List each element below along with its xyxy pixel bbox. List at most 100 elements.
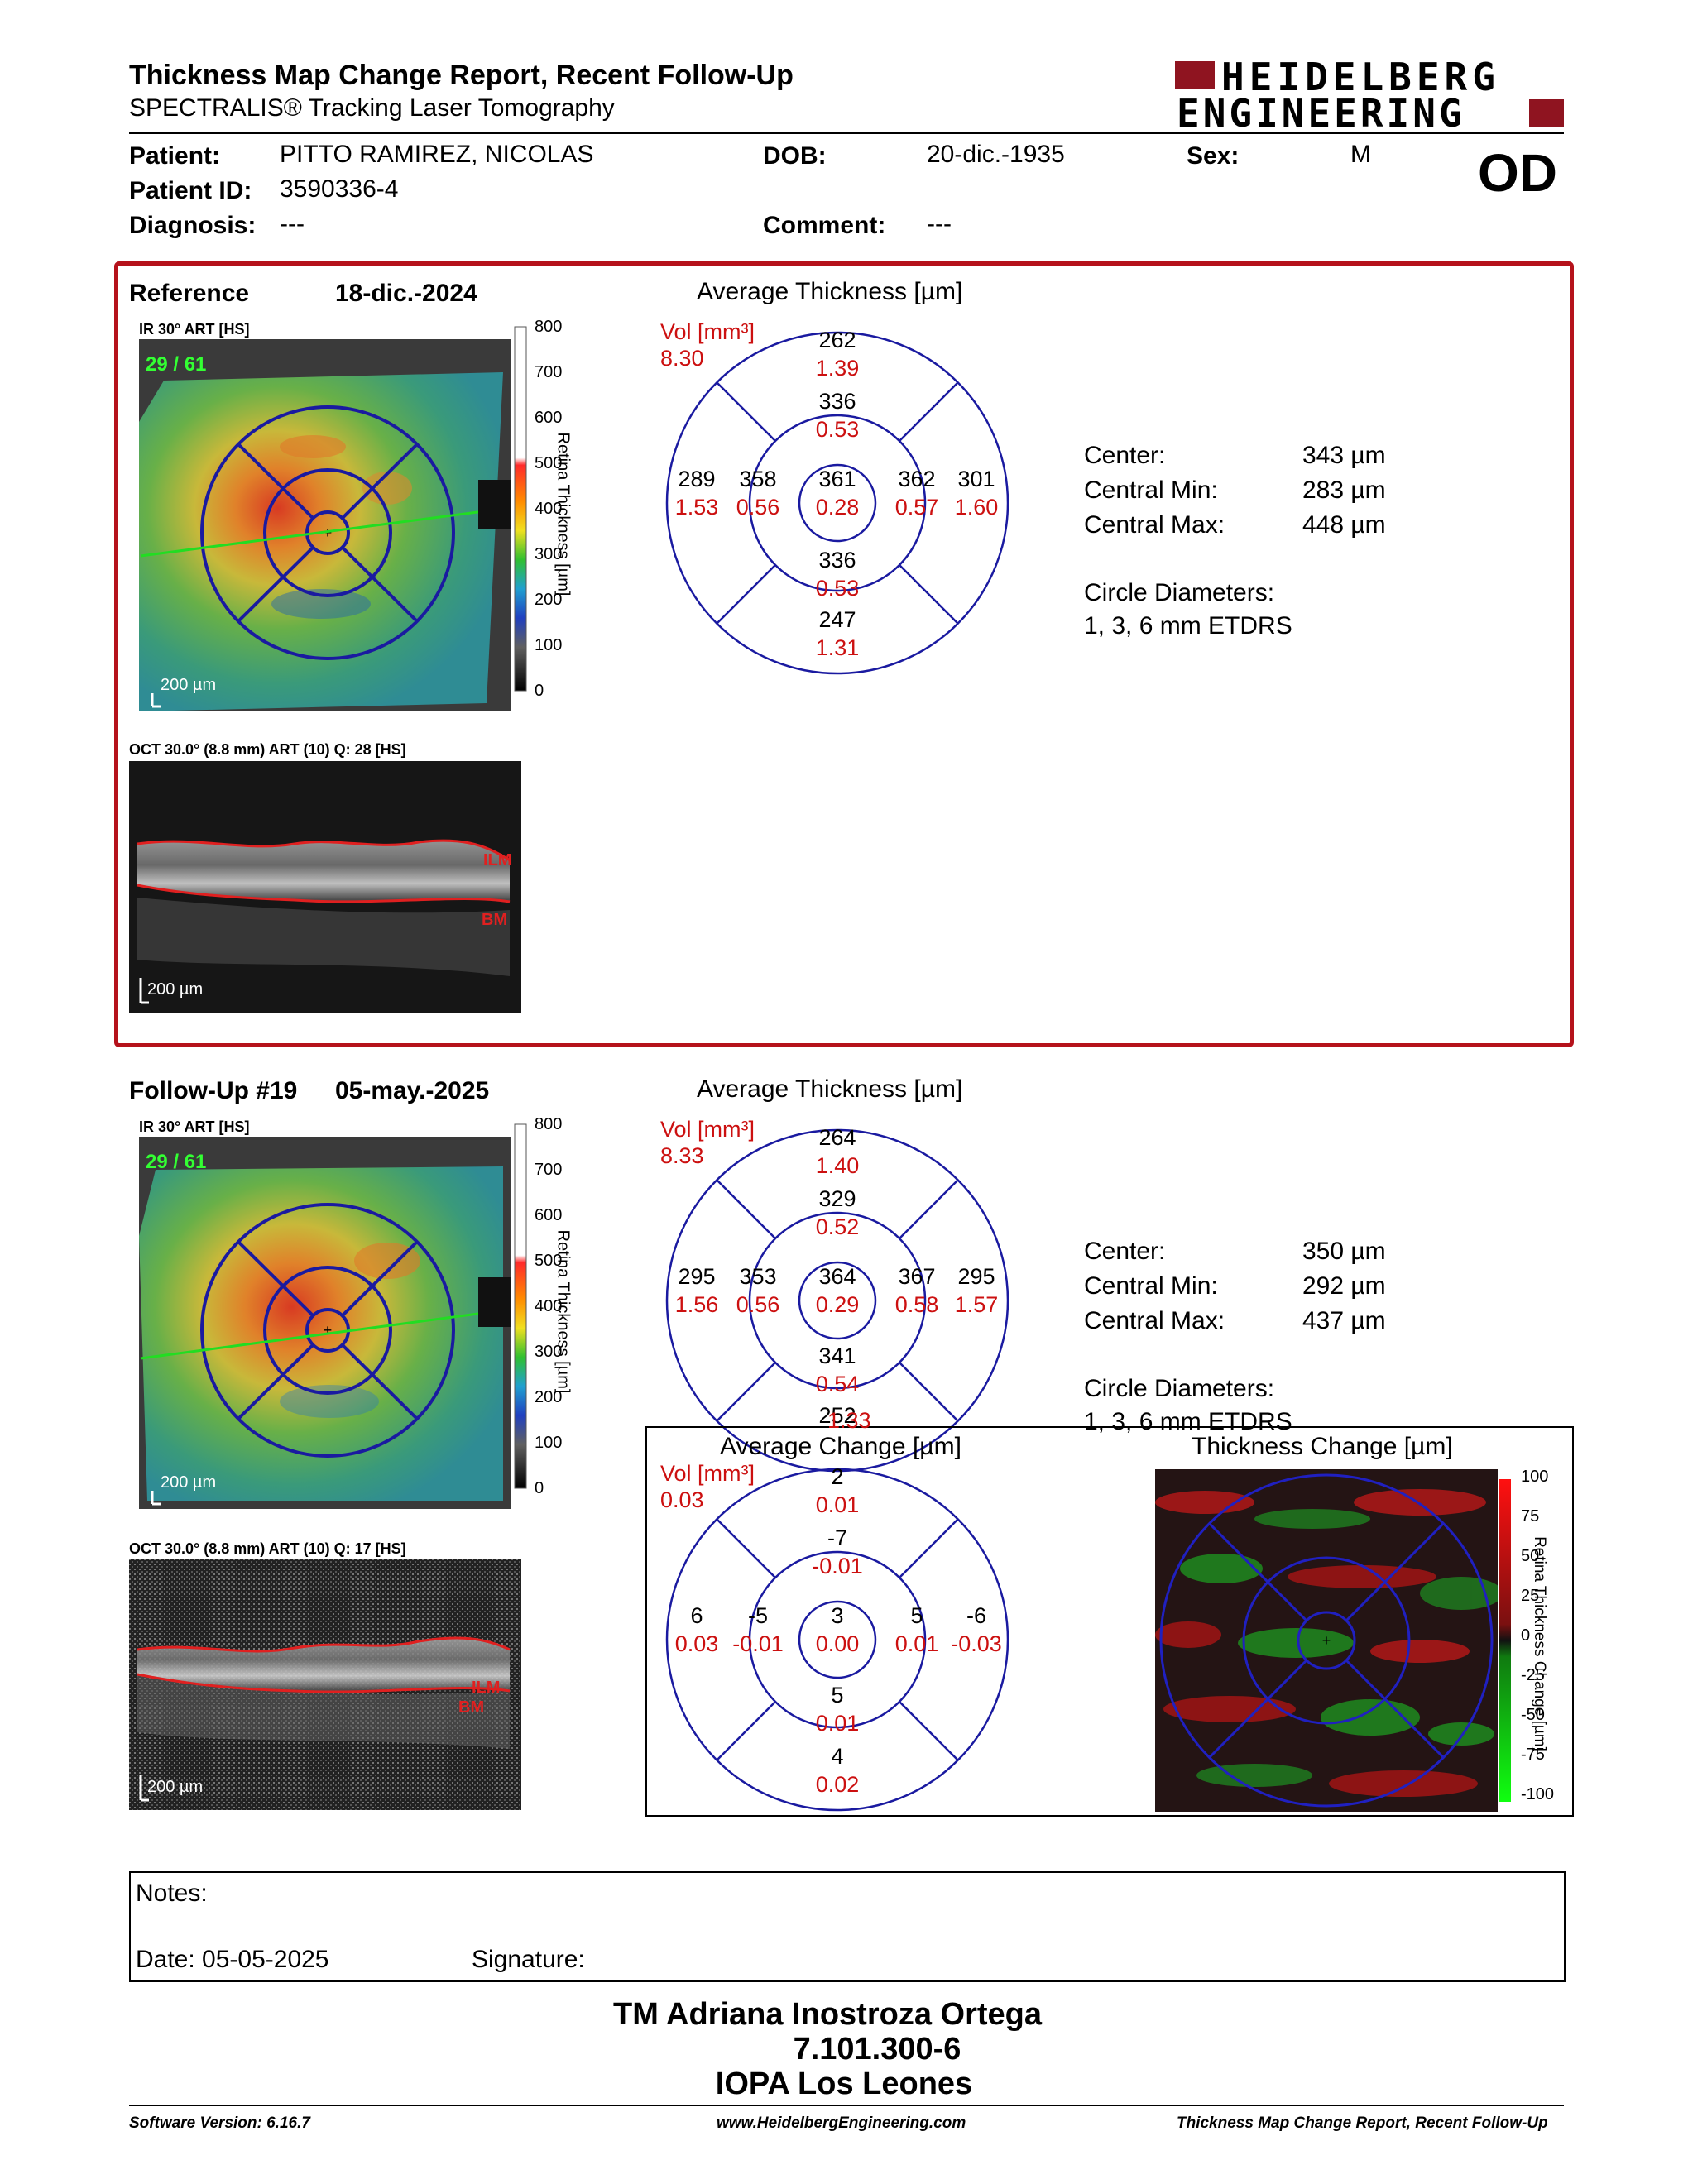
- fu-thickness-map-svg: + 29 / 61 200 µm: [139, 1137, 511, 1509]
- footer-url[interactable]: www.HeidelbergEngineering.com: [717, 2115, 966, 2132]
- fu-bm-label: BM: [458, 1698, 484, 1717]
- ref-inner-temp-thickness: 358: [739, 467, 777, 491]
- change-scale-label: Retina Thickness Change [µm]: [1531, 1536, 1548, 1751]
- fu-center-volume: 0.29: [815, 1292, 860, 1317]
- fu-scale-ticks: 800 700 600 500 400 300 200 100 0: [528, 1115, 578, 1504]
- ref-inner-sup-volume: 0.53: [815, 417, 860, 442]
- dob-value: 20-dic.-1935: [927, 141, 1065, 168]
- reference-section-box: [114, 261, 1574, 1047]
- fu-min-value: 292 µm: [1302, 1272, 1386, 1300]
- sex-value: M: [1350, 141, 1371, 168]
- change-tick: -50: [1521, 1706, 1545, 1724]
- fu-frames: 29 / 61: [146, 1151, 206, 1173]
- footer-divider: [129, 2105, 1564, 2106]
- scale-tick: 100: [535, 1434, 563, 1452]
- ref-thickness-map: + 29 / 61 200 µm: [139, 339, 511, 711]
- followup-label: Follow-Up #19: [129, 1077, 298, 1104]
- fu-center-thickness: 364: [818, 1264, 856, 1289]
- logo-line2: ENGINEERING: [1177, 91, 1465, 136]
- scale-tick: 600: [535, 409, 563, 427]
- ref-inner-nas-volume: 0.57: [894, 495, 939, 520]
- header-divider: [129, 132, 1564, 134]
- scale-tick: 0: [535, 682, 544, 700]
- chg-outer-nas-thickness: -6: [966, 1603, 986, 1628]
- ref-circle-value: 1, 3, 6 mm ETDRS: [1084, 612, 1292, 639]
- change-map-title: Thickness Change [µm]: [1192, 1433, 1453, 1460]
- patient-id-label: Patient ID:: [129, 177, 252, 204]
- fu-avg-title: Average Thickness [µm]: [697, 1075, 963, 1103]
- followup-date: 05-may.-2025: [335, 1077, 490, 1104]
- ref-outer-inf-thickness: 247: [818, 607, 856, 632]
- ref-max-value: 448 µm: [1302, 511, 1386, 539]
- chg-inner-nas-volume: 0.01: [894, 1631, 939, 1656]
- ref-outer-sup-thickness: 262: [818, 328, 856, 352]
- fu-inner-sup-volume: 0.52: [815, 1214, 860, 1239]
- fu-inner-temp-thickness: 353: [739, 1264, 777, 1289]
- fu-center-value: 350 µm: [1302, 1238, 1386, 1265]
- comment-label: Comment:: [763, 212, 886, 239]
- fu-vol-value: 8.33: [660, 1143, 704, 1168]
- fu-min-label: Central Min:: [1084, 1272, 1218, 1300]
- signatory-org: IOPA Los Leones: [715, 2067, 973, 2101]
- chg-outer-temp-thickness: 6: [690, 1603, 703, 1628]
- fu-circle-label: Circle Diameters:: [1084, 1375, 1275, 1402]
- fu-oct-image: ILM BM 200 µm: [129, 1559, 521, 1810]
- ref-map-scale: 200 µm: [161, 676, 216, 694]
- ref-outer-nas-thickness: 301: [957, 467, 995, 491]
- software-version: Software Version: 6.16.7: [129, 2115, 310, 2132]
- chg-center-volume: 0.00: [815, 1631, 860, 1656]
- ref-outer-temp-thickness: 289: [678, 467, 716, 491]
- scale-tick: 0: [535, 1479, 544, 1497]
- ref-ilm-label: ILM: [483, 851, 511, 869]
- chg-inner-sup-thickness: -7: [827, 1525, 847, 1550]
- ref-thickness-map-svg: + 29 / 61 200 µm: [139, 339, 511, 711]
- sex-label: Sex:: [1187, 142, 1240, 170]
- ref-oct-scale: 200 µm: [147, 980, 203, 999]
- ref-center-thickness: 361: [818, 467, 856, 491]
- ref-etdrs-grid: [662, 328, 1009, 675]
- change-tick: 100: [1521, 1468, 1549, 1486]
- scale-tick: 800: [535, 1115, 563, 1133]
- fu-circle-value: 1, 3, 6 mm ETDRS: [1084, 1408, 1292, 1435]
- fu-inner-nas-thickness: 367: [898, 1264, 936, 1289]
- fu-scale-label: Retina Thickness [µm]: [554, 1229, 573, 1394]
- scale-tick: 100: [535, 636, 563, 654]
- logo-block-top: [1175, 61, 1215, 89]
- change-map-image: +: [1155, 1469, 1498, 1812]
- scale-tick: 400: [535, 1297, 563, 1315]
- chg-inner-sup-volume: -0.01: [812, 1554, 863, 1578]
- ref-inner-temp-volume: 0.56: [736, 495, 780, 520]
- chg-inner-temp-thickness: -5: [747, 1603, 768, 1628]
- fu-inner-temp-volume: 0.56: [736, 1292, 780, 1317]
- chg-inner-inf-thickness: 5: [831, 1683, 844, 1707]
- svg-text:+: +: [324, 1322, 333, 1339]
- fu-ir-label: IR 30° ART [HS]: [139, 1118, 250, 1135]
- ref-thickness-scale: [513, 323, 571, 703]
- ref-inner-sup-thickness: 336: [818, 389, 856, 414]
- change-vol-value: 0.03: [660, 1487, 704, 1512]
- signatory-id: 7.101.300-6: [793, 2032, 961, 2067]
- ref-min-label: Central Min:: [1084, 477, 1218, 504]
- ref-max-label: Central Max:: [1084, 511, 1225, 539]
- ref-circle-label: Circle Diameters:: [1084, 579, 1275, 606]
- eye-label: OD: [1478, 143, 1557, 203]
- fu-oct-label: OCT 30.0° (8.8 mm) ART (10) Q: 17 [HS]: [129, 1540, 406, 1557]
- notes-date: Date: 05-05-2025: [136, 1946, 329, 1973]
- chg-outer-inf-volume: 0.02: [815, 1772, 860, 1797]
- ref-vol-label: Vol [mm³]: [660, 319, 755, 344]
- change-etdrs-grid: [662, 1464, 1009, 1812]
- scale-tick: 400: [535, 500, 563, 518]
- ref-etdrs-values: 262 1.39 336 0.53 289 1.53 358 0.56 361 …: [662, 328, 1009, 675]
- ref-oct-image: ILM BM 200 µm: [129, 761, 521, 1013]
- signatory-name: TM Adriana Inostroza Ortega: [613, 1997, 1042, 2032]
- notes-box[interactable]: [129, 1871, 1566, 1982]
- fu-outer-nas-thickness: 295: [957, 1264, 995, 1289]
- scale-tick: 300: [535, 545, 563, 563]
- fu-inner-sup-thickness: 329: [818, 1186, 856, 1211]
- scale-tick: 800: [535, 318, 563, 336]
- chg-inner-nas-thickness: 5: [910, 1603, 923, 1628]
- reference-date: 18-dic.-2024: [335, 280, 477, 307]
- ref-center-volume: 0.28: [815, 495, 860, 520]
- fu-vol-label: Vol [mm³]: [660, 1117, 755, 1142]
- comment-value: ---: [927, 210, 952, 237]
